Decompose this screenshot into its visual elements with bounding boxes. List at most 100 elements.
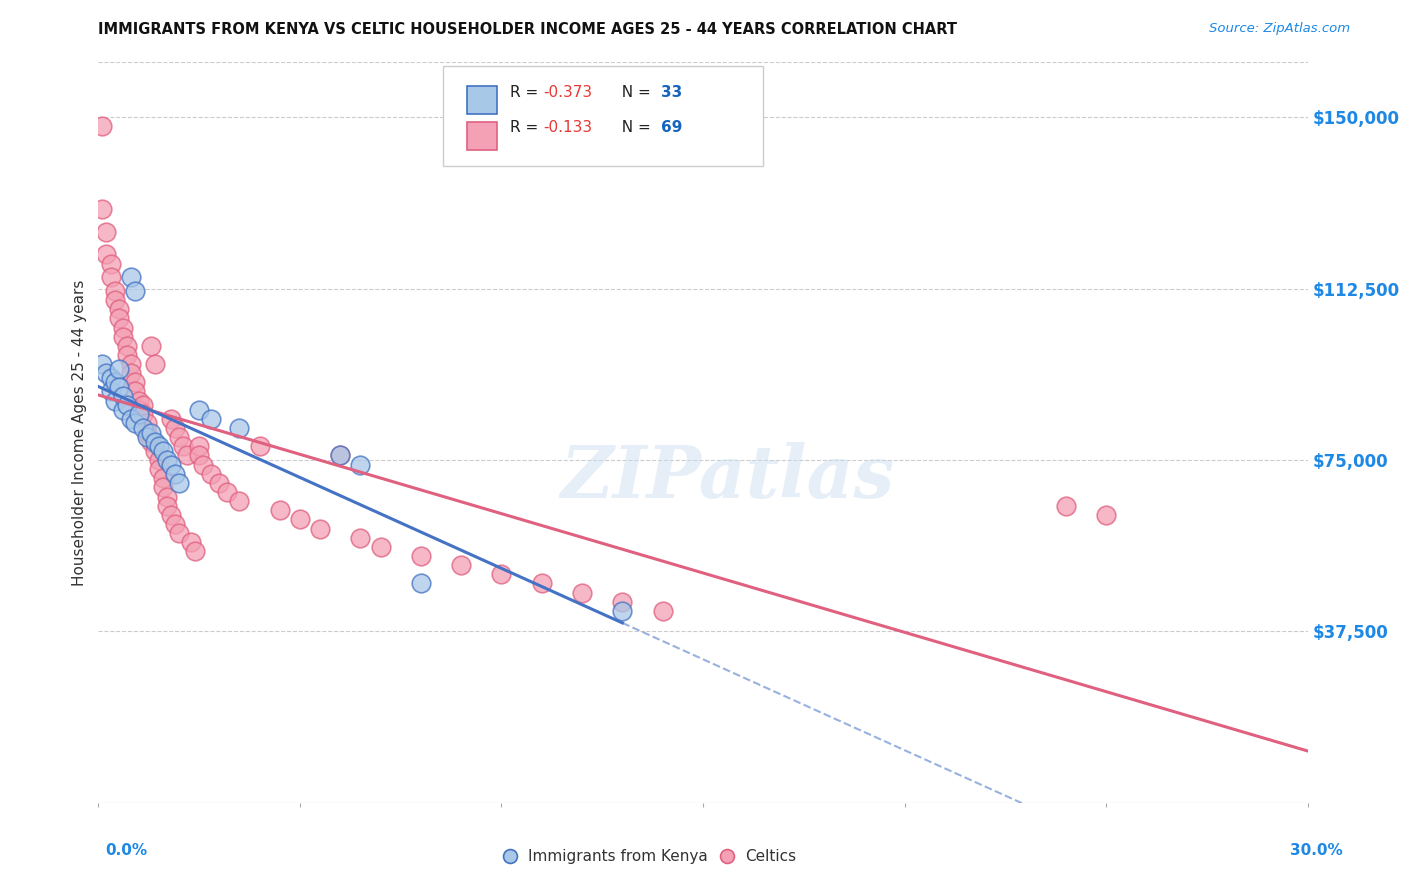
Point [228, 494, 250, 508]
Point [103, 284, 125, 298]
Point [111, 389, 134, 403]
Point [128, 393, 150, 408]
Point [103, 293, 125, 307]
Point [329, 449, 352, 463]
Point [156, 453, 179, 467]
Point [571, 585, 593, 599]
Text: Immigrants from Kenya: Immigrants from Kenya [527, 848, 707, 863]
Point [172, 439, 194, 453]
Point [115, 348, 138, 362]
Point [132, 421, 155, 435]
Point [103, 376, 125, 390]
Point [100, 256, 122, 270]
Point [184, 544, 207, 558]
Point [349, 458, 371, 472]
Point [200, 467, 222, 481]
Point [115, 339, 138, 353]
Point [188, 439, 211, 453]
Point [132, 408, 155, 422]
Point [120, 270, 142, 285]
Point [91, 202, 114, 216]
Y-axis label: Householder Income Ages 25 - 44 years: Householder Income Ages 25 - 44 years [72, 279, 87, 586]
Point [409, 549, 432, 563]
Point [139, 434, 162, 449]
Point [124, 417, 146, 431]
Point [651, 604, 673, 618]
Point [176, 449, 198, 463]
Point [139, 425, 162, 440]
Point [1054, 499, 1077, 513]
Point [143, 434, 166, 449]
Point [167, 526, 190, 541]
Text: R =: R = [509, 85, 543, 100]
Point [612, 595, 634, 609]
Point [107, 380, 129, 394]
Point [128, 402, 150, 417]
Point [188, 402, 211, 417]
Point [128, 408, 150, 422]
Point [124, 376, 146, 390]
Point [124, 384, 146, 399]
Point [148, 453, 170, 467]
Point [152, 480, 174, 494]
Point [193, 458, 215, 472]
Point [160, 458, 183, 472]
Point [217, 485, 239, 500]
Point [200, 412, 222, 426]
FancyBboxPatch shape [467, 121, 498, 150]
Point [115, 398, 138, 412]
Point [148, 462, 170, 476]
Point [135, 417, 157, 431]
Text: Source: ZipAtlas.com: Source: ZipAtlas.com [1209, 22, 1350, 36]
Text: -0.133: -0.133 [543, 120, 592, 135]
Point [156, 490, 179, 504]
Point [188, 449, 211, 463]
Text: N =: N = [613, 120, 657, 135]
Point [612, 604, 634, 618]
Point [180, 535, 202, 549]
Point [152, 471, 174, 485]
Point [103, 393, 125, 408]
Point [100, 384, 122, 399]
Point [111, 329, 134, 343]
Point [124, 284, 146, 298]
Point [120, 357, 142, 371]
Point [309, 522, 332, 536]
Text: 30.0%: 30.0% [1289, 843, 1343, 858]
FancyBboxPatch shape [443, 66, 763, 166]
Point [96, 225, 118, 239]
Text: N =: N = [613, 85, 657, 100]
Point [1095, 508, 1118, 522]
Point [135, 425, 157, 440]
Point [163, 467, 186, 481]
Point [160, 508, 183, 522]
Point [143, 357, 166, 371]
Point [107, 361, 129, 376]
Point [148, 439, 170, 453]
Point [120, 366, 142, 380]
Text: -0.373: -0.373 [543, 85, 592, 100]
Point [530, 576, 553, 591]
Point [107, 302, 129, 317]
Point [370, 540, 392, 554]
Point [91, 120, 114, 134]
Point [100, 270, 122, 285]
Text: R =: R = [509, 120, 543, 135]
Text: Celtics: Celtics [745, 848, 796, 863]
Point [228, 421, 250, 435]
Point [100, 371, 122, 385]
FancyBboxPatch shape [467, 87, 498, 114]
Point [91, 357, 114, 371]
Point [156, 499, 179, 513]
Text: 69: 69 [661, 120, 682, 135]
Point [163, 516, 186, 531]
Point [208, 475, 231, 490]
Point [160, 412, 183, 426]
Point [152, 443, 174, 458]
Point [167, 475, 190, 490]
Point [288, 512, 311, 526]
Point [329, 449, 352, 463]
Point [491, 567, 513, 582]
Text: IMMIGRANTS FROM KENYA VS CELTIC HOUSEHOLDER INCOME AGES 25 - 44 YEARS CORRELATIO: IMMIGRANTS FROM KENYA VS CELTIC HOUSEHOL… [98, 22, 957, 37]
Point [450, 558, 472, 573]
